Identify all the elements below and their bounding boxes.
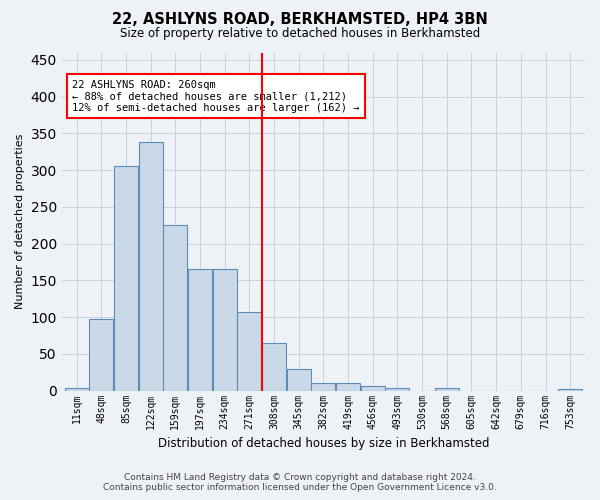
Bar — [311, 384, 335, 390]
Bar — [139, 142, 163, 390]
Bar — [188, 270, 212, 390]
Text: Contains HM Land Registry data © Crown copyright and database right 2024.
Contai: Contains HM Land Registry data © Crown c… — [103, 473, 497, 492]
Bar — [361, 386, 385, 390]
Text: 22 ASHLYNS ROAD: 260sqm
← 88% of detached houses are smaller (1,212)
12% of semi: 22 ASHLYNS ROAD: 260sqm ← 88% of detache… — [72, 80, 360, 113]
Bar — [558, 389, 582, 390]
Bar — [89, 318, 113, 390]
Bar — [65, 388, 89, 390]
Bar — [114, 166, 138, 390]
Bar — [435, 388, 459, 390]
Bar — [262, 343, 286, 390]
Bar — [287, 368, 311, 390]
Bar — [163, 224, 187, 390]
Bar — [336, 384, 360, 390]
Text: 22, ASHLYNS ROAD, BERKHAMSTED, HP4 3BN: 22, ASHLYNS ROAD, BERKHAMSTED, HP4 3BN — [112, 12, 488, 28]
Text: Size of property relative to detached houses in Berkhamsted: Size of property relative to detached ho… — [120, 28, 480, 40]
Bar — [385, 388, 409, 390]
Bar — [238, 312, 262, 390]
Y-axis label: Number of detached properties: Number of detached properties — [15, 134, 25, 310]
Bar — [213, 270, 236, 390]
X-axis label: Distribution of detached houses by size in Berkhamsted: Distribution of detached houses by size … — [158, 437, 489, 450]
